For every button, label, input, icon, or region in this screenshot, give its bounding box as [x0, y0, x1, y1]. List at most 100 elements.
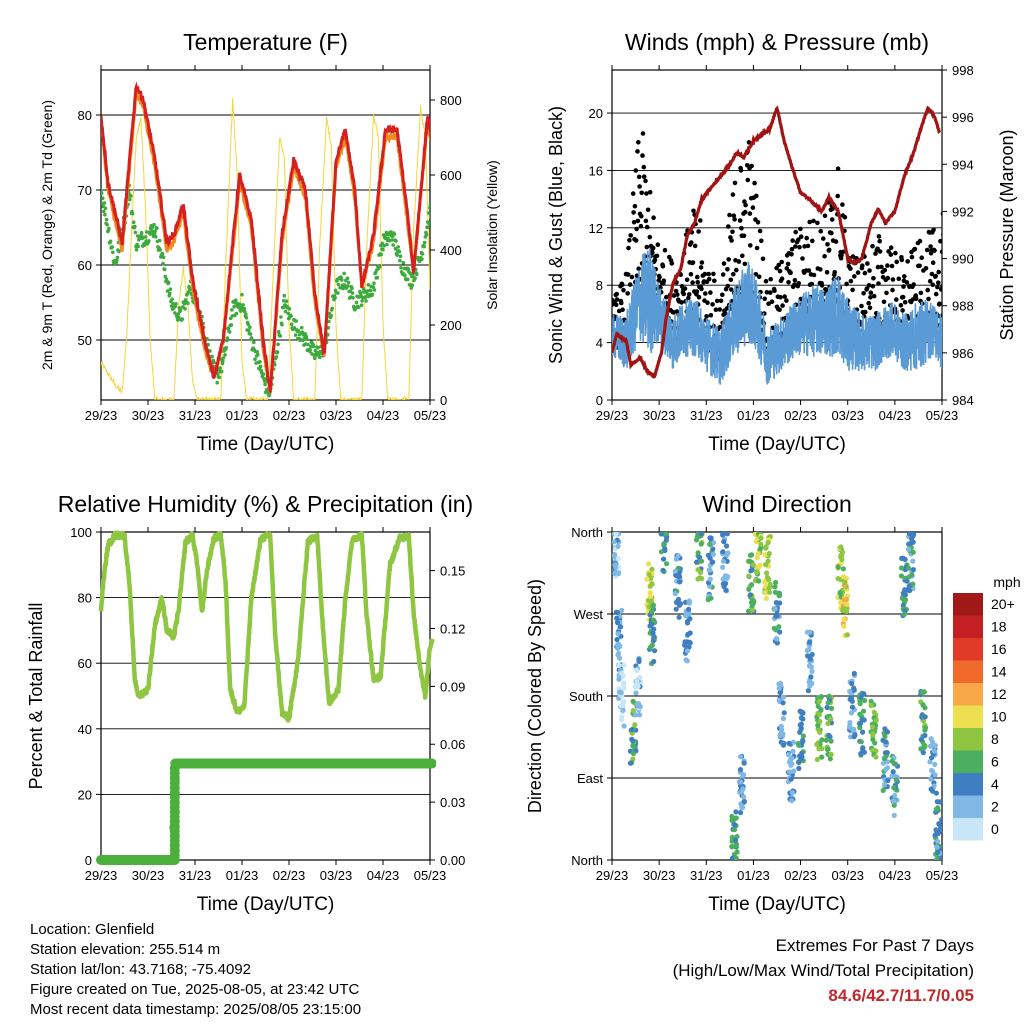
direction-point — [798, 715, 805, 721]
gust-point — [730, 229, 735, 235]
gust-point — [863, 309, 868, 315]
dewpoint-point — [158, 248, 162, 252]
direction-point — [858, 739, 864, 745]
direction-point — [824, 704, 830, 711]
dewpoint-point — [350, 291, 355, 295]
direction-point — [686, 606, 692, 612]
direction-point — [922, 732, 928, 739]
gust-point — [923, 266, 929, 271]
gust-point — [710, 302, 715, 307]
gust-point — [712, 278, 717, 284]
direction-point — [838, 544, 844, 550]
gust-point — [721, 261, 727, 266]
dewpoint-point — [261, 372, 266, 377]
direction-point — [738, 779, 744, 785]
direction-point — [928, 776, 934, 782]
dewpoint-point — [409, 286, 414, 290]
dewpoint-point — [255, 350, 259, 354]
dewpoint-point — [336, 291, 340, 295]
gust-point — [777, 307, 782, 313]
gust-point — [703, 291, 708, 296]
gust-point — [904, 280, 910, 285]
dewpoint-point — [396, 245, 401, 249]
winds-pressure-panel: 29/23 30/23 31/23 01/23 02/23 03/23 04/23 05/23… — [546, 29, 1017, 455]
gust-point — [875, 264, 881, 270]
gust-point — [829, 217, 835, 222]
direction-point — [814, 741, 820, 748]
direction-point — [891, 785, 897, 791]
gust-point — [720, 292, 725, 298]
gust-point — [802, 244, 807, 249]
direction-point — [747, 558, 753, 564]
direction-point — [910, 567, 917, 573]
gust-point — [830, 206, 835, 211]
direction-point — [797, 729, 803, 735]
direction-point — [841, 623, 847, 629]
dewpoint-point — [224, 345, 228, 350]
direction-point — [612, 570, 618, 576]
gust-point — [629, 274, 635, 280]
dewpoint-point — [289, 322, 294, 327]
gust-point — [614, 291, 619, 297]
gust-point — [819, 283, 825, 288]
direction-point — [630, 743, 636, 749]
direction-point — [772, 584, 778, 590]
gust-point — [867, 268, 872, 273]
direction-point — [847, 696, 853, 702]
direction-point — [824, 746, 831, 753]
dewpoint-point — [117, 249, 121, 254]
gust-point — [938, 238, 942, 244]
y-right-tick-label: 988 — [952, 299, 974, 314]
dewpoint-point — [351, 296, 355, 300]
gust-point — [850, 254, 856, 259]
gust-point — [647, 234, 653, 240]
x-tick-label: 30/23 — [643, 408, 676, 423]
gust-point — [898, 303, 904, 308]
x-tick-label: 29/23 — [596, 868, 629, 883]
direction-point — [616, 689, 623, 695]
precip-point — [426, 758, 436, 769]
gust-point — [917, 238, 923, 244]
direction-point — [612, 562, 619, 568]
y-right-tick-label: 800 — [440, 93, 462, 108]
dewpoint-point — [128, 197, 132, 202]
gust-point — [806, 268, 812, 273]
direction-point — [729, 817, 735, 824]
y-tick-label: 60 — [78, 656, 92, 671]
dewpoint-point — [243, 310, 247, 314]
dewpoint-point — [401, 260, 406, 265]
direction-point — [873, 717, 879, 724]
gust-point — [768, 276, 773, 282]
gust-point — [893, 250, 898, 256]
direction-point — [920, 702, 926, 708]
direction-point — [804, 629, 811, 635]
direction-point — [764, 570, 770, 576]
direction-point — [632, 722, 638, 728]
direction-point — [809, 668, 815, 675]
gust-point — [894, 297, 899, 302]
direction-point — [617, 624, 624, 630]
gust-point — [902, 274, 907, 279]
gust-point — [790, 238, 795, 243]
gust-point — [890, 277, 896, 282]
legend-swatch — [953, 795, 983, 818]
y-right-tick-label: 990 — [952, 252, 974, 267]
direction-point — [819, 737, 825, 743]
gust-point — [868, 295, 873, 300]
gust-point — [860, 263, 865, 269]
direction-point — [939, 817, 942, 823]
dewpoint-point — [161, 261, 165, 266]
direction-point — [614, 609, 621, 616]
direction-point — [880, 760, 887, 766]
dewpoint-point — [104, 217, 109, 222]
dewpoint-point — [333, 295, 337, 300]
legend-title: mph — [993, 574, 1020, 590]
direction-point — [630, 738, 636, 744]
gust-point — [900, 308, 905, 313]
dewpoint-point — [240, 292, 244, 297]
direction-point — [800, 710, 806, 716]
direction-point — [858, 694, 864, 700]
dewpoint-point — [403, 273, 407, 278]
direction-point — [933, 790, 940, 796]
direction-point — [781, 710, 787, 716]
